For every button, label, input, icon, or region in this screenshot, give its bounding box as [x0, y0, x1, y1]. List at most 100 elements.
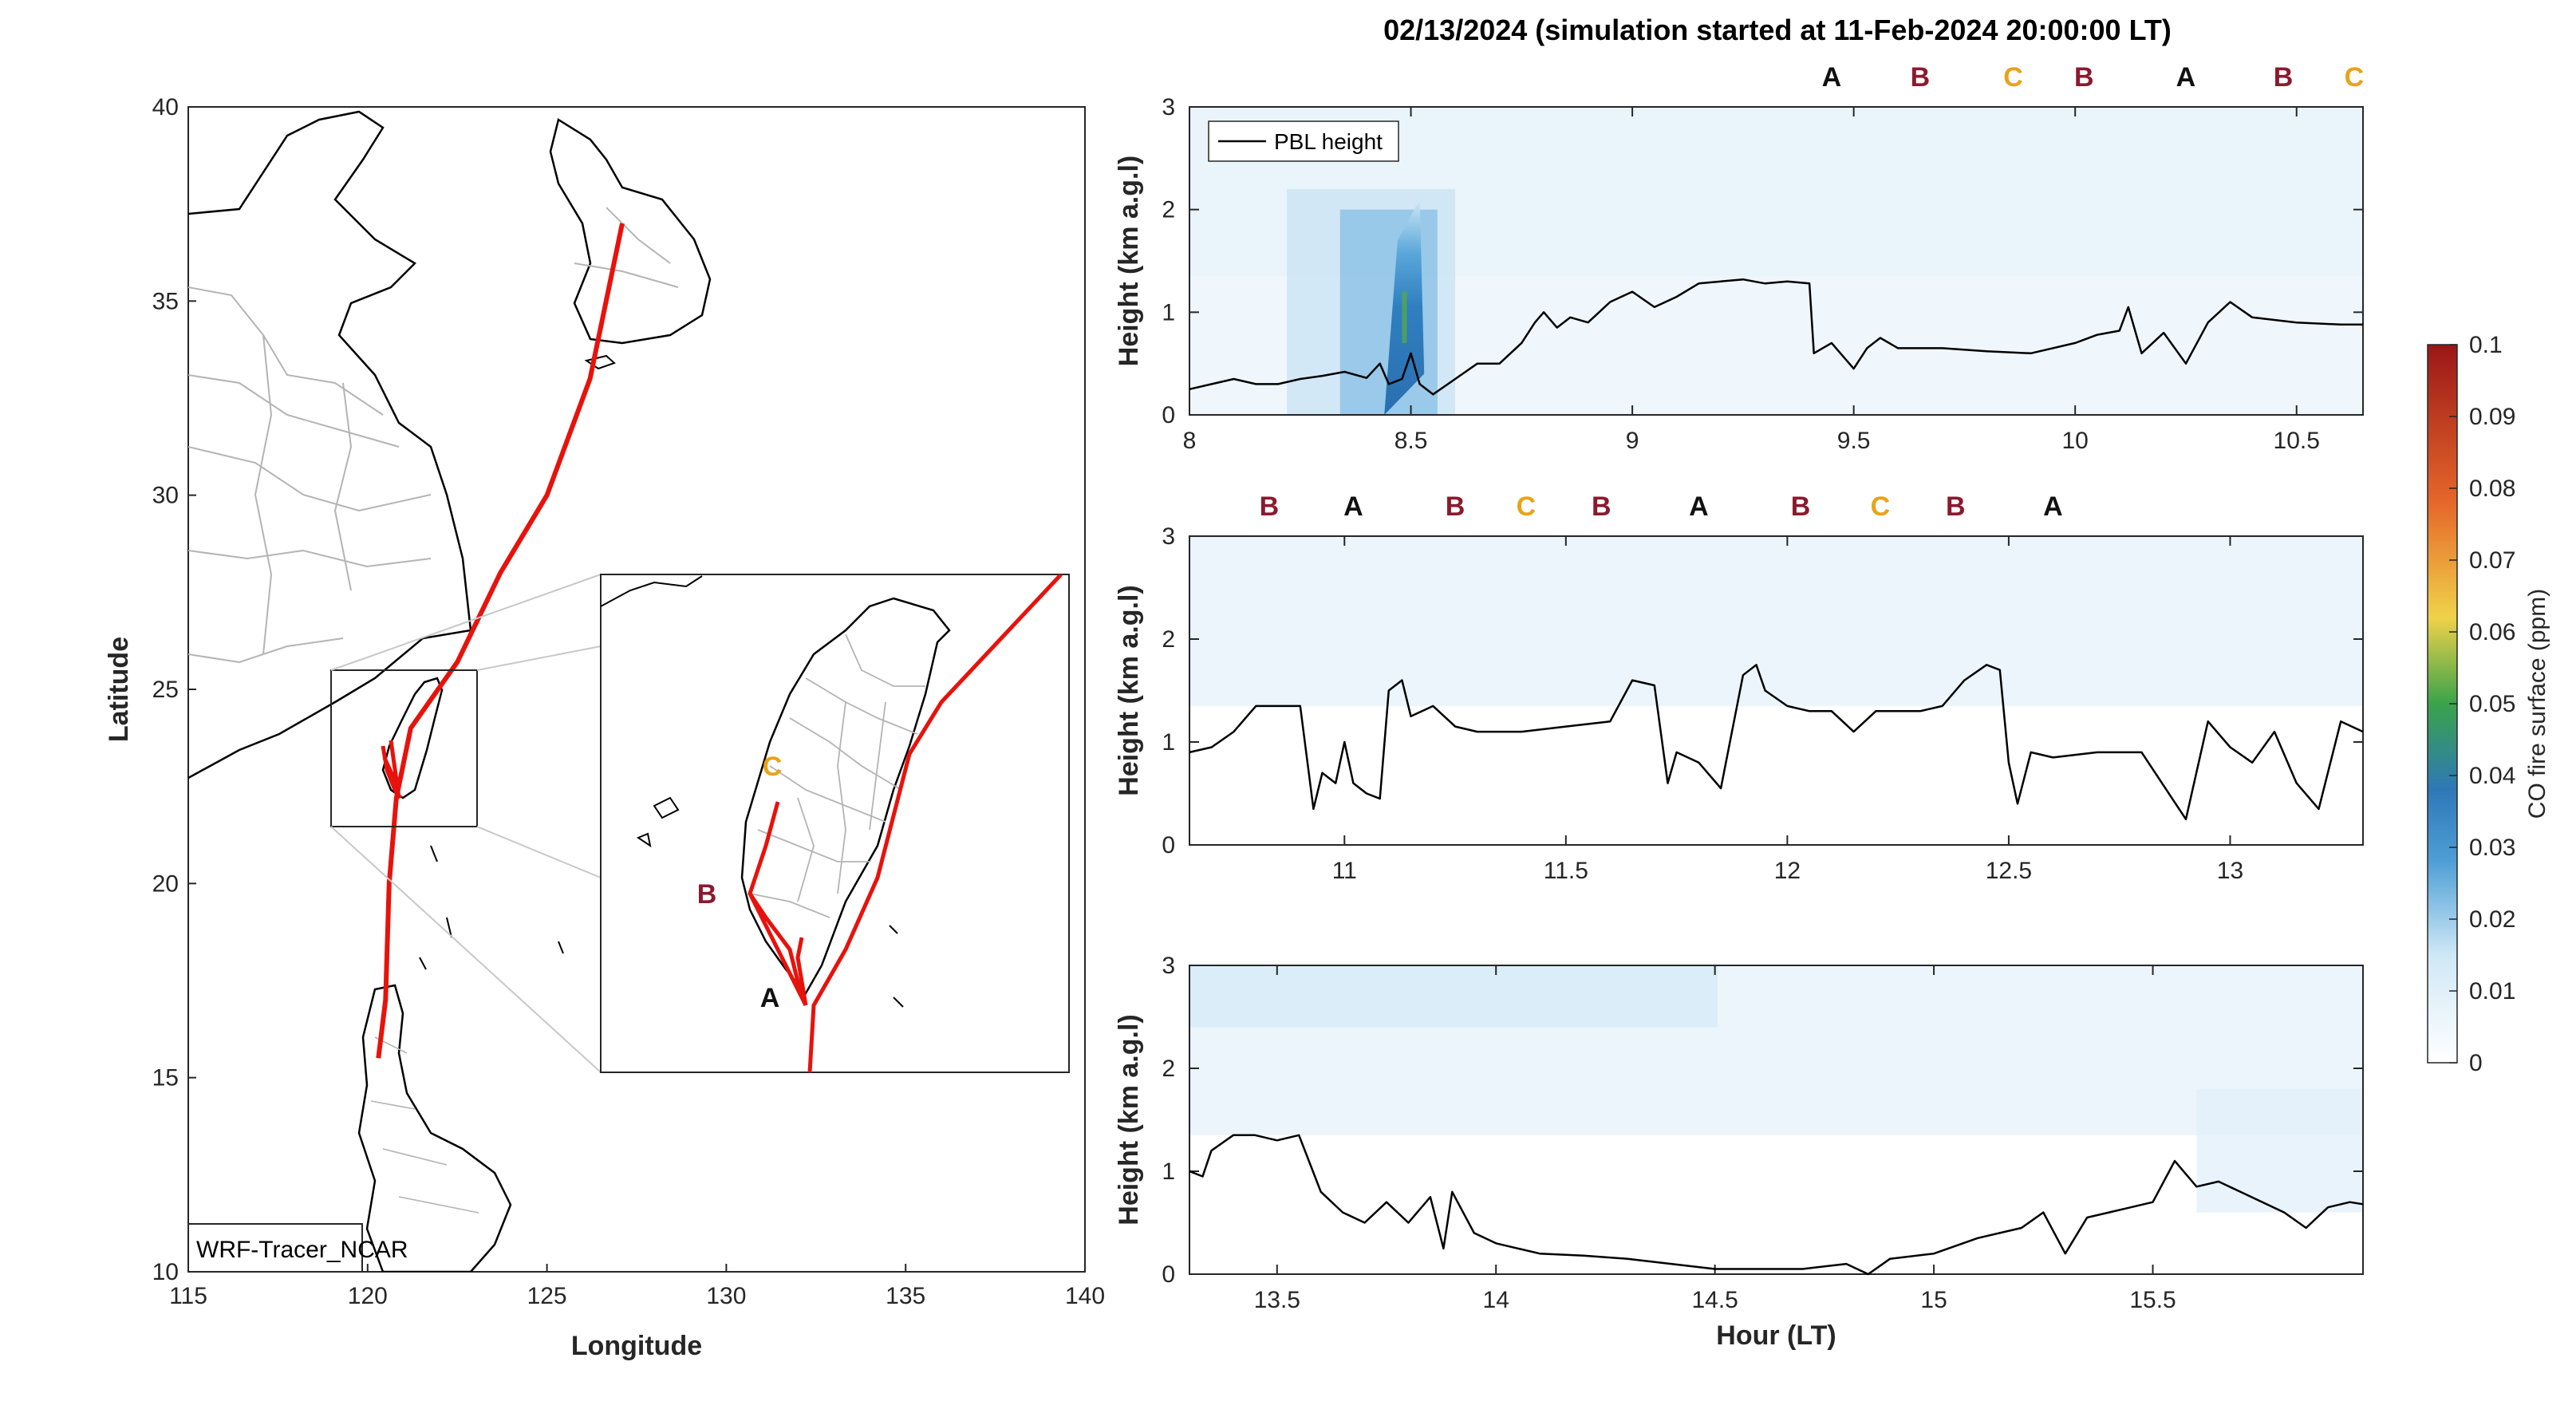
- co-field-right: [2196, 1088, 2363, 1213]
- inset-label-a: A: [760, 983, 780, 1013]
- model-label-box: [187, 1223, 363, 1273]
- panel-axes-box: [1189, 106, 2364, 416]
- panel-axes-box: [1189, 535, 2364, 846]
- x-tick-label: 14.5: [1691, 1287, 1738, 1313]
- luzon-coastline: [357, 984, 512, 1272]
- zoom-connector-bottom: [330, 826, 602, 1073]
- panel-top: 8 8.5 9 9.5 10 10.5 0 1 2 3 Height (km a.g.l) PBL h…: [1114, 62, 2364, 454]
- site-marker-b: B: [1446, 491, 1466, 522]
- zoom-connector-bottom-right: [476, 826, 602, 878]
- x-tick-label: 11: [1332, 858, 1357, 884]
- y-tick-label: 2: [1162, 626, 1175, 653]
- x-tick-label: 15.5: [2129, 1287, 2176, 1313]
- map-y-tick-label: 30: [152, 483, 179, 509]
- map-x-tick-label: 120: [348, 1283, 388, 1309]
- colorbar-tick-label: 0.08: [2469, 476, 2515, 502]
- y-tick-label: 1: [1162, 729, 1175, 756]
- x-tick-label: 9: [1626, 428, 1639, 454]
- site-marker-a: A: [1343, 491, 1363, 522]
- map-x-label: Longitude: [571, 1331, 702, 1361]
- pbl-height-line: [1189, 278, 2363, 396]
- colorbar-tick-label: 0.09: [2469, 404, 2515, 430]
- map-x-tick-label: 115: [169, 1283, 207, 1309]
- co-field-wash: [1189, 536, 2363, 706]
- inset-branch-lines: [748, 801, 808, 1007]
- colorbar-label: CO fire surface (ppm): [2524, 589, 2550, 819]
- zoom-connector-top-right: [476, 645, 602, 671]
- map-y-ticks: 10 15 20 25 30 35 40: [152, 94, 196, 1285]
- colorbar-tick-label: 0: [2469, 1050, 2483, 1076]
- inset-label-c: C: [763, 752, 783, 782]
- x-tick-label: 8.5: [1395, 428, 1428, 454]
- site-marker-a: A: [2176, 62, 2196, 93]
- x-tick-label: 9.5: [1837, 428, 1871, 454]
- colorbar-tick-label: 0.07: [2469, 547, 2515, 574]
- map-y-tick-label: 40: [152, 94, 179, 120]
- x-tick-label: 10.5: [2274, 428, 2320, 454]
- mainland-coastline: [188, 110, 472, 780]
- x-tick-label: 13: [2217, 858, 2243, 884]
- map-x-tick-label: 125: [527, 1283, 567, 1309]
- map-panel: C B A WRF-Tracer_NCAR 115 120 125 130 135 140…: [104, 94, 1105, 1361]
- x-tick-label: 14: [1483, 1287, 1509, 1313]
- map-taiwan-branches: [381, 740, 403, 799]
- figure-title: 02/13/2024 (simulation started at 11-Feb…: [1383, 14, 2172, 46]
- map-y-tick-label: 25: [152, 677, 179, 703]
- inset-trajectory-line: [807, 574, 1063, 1072]
- colorbar-tick-label: 0.01: [2469, 978, 2515, 1004]
- panel-bottom: 13.5 14 14.5 15 15.5 0 1 2 3 Height (km a.g.l) Hou…: [1114, 953, 2364, 1351]
- site-marker-c: C: [2345, 62, 2365, 93]
- colorbar-tick-label: 0.06: [2469, 619, 2515, 645]
- legend-label: PBL height: [1274, 129, 1383, 154]
- y-tick-label: 1: [1162, 1158, 1175, 1185]
- y-tick-label: 3: [1162, 523, 1175, 550]
- site-marker-b: B: [1946, 491, 1966, 522]
- y-tick-label: 3: [1162, 953, 1175, 979]
- islands: [419, 845, 564, 970]
- colorbar-tick-label: 0.1: [2469, 332, 2503, 358]
- colorbar: 0 0.01 0.02 0.03 0.04 0.05 0.06 0.07 0.08 0.09 0.1…: [2427, 332, 2550, 1076]
- site-marker-b: B: [1592, 491, 1611, 522]
- colorbar-ticks: 0 0.01 0.02 0.03 0.04 0.05 0.06 0.07 0.08 0.09 0.1: [2449, 332, 2515, 1076]
- x-tick-label: 10: [2062, 428, 2089, 454]
- y-tick-label: 0: [1162, 402, 1175, 428]
- co-field-upper-left: [1189, 965, 1718, 1028]
- map-x-ticks: 115 120 125 130 135 140: [169, 1264, 1105, 1309]
- inset-county-borders: [749, 633, 925, 918]
- pbl-height-line: [1189, 664, 2364, 821]
- colorbar-tick-label: 0.02: [2469, 906, 2515, 933]
- site-marker-a: A: [2043, 491, 2063, 522]
- site-marker-c: C: [2003, 62, 2023, 93]
- site-marker-c: C: [1517, 491, 1537, 522]
- taiwan-inset: C B A: [600, 574, 1070, 1073]
- map-x-tick-label: 135: [886, 1283, 925, 1309]
- korea-coastline: [549, 118, 712, 345]
- inset-label-b: B: [697, 879, 717, 910]
- zoom-connector-top: [330, 574, 602, 671]
- map-x-tick-label: 140: [1065, 1283, 1105, 1309]
- y-tick-label: 0: [1162, 832, 1175, 858]
- site-marker-b: B: [1911, 62, 1931, 93]
- y-tick-label: 0: [1162, 1261, 1175, 1288]
- map-y-label: Latitude: [104, 637, 134, 742]
- inset-small-islands: [636, 796, 904, 1008]
- x-axis-label: Hour (LT): [1716, 1320, 1836, 1351]
- y-tick-label: 2: [1162, 197, 1175, 223]
- model-label: WRF-Tracer_NCAR: [196, 1237, 408, 1263]
- x-tick-label: 11.5: [1544, 858, 1588, 884]
- y-axis-label: Height (km a.g.l): [1114, 156, 1144, 366]
- pbl-height-line: [1189, 1134, 2364, 1276]
- site-marker-b: B: [1791, 491, 1811, 522]
- y-axis-label: Height (km a.g.l): [1114, 585, 1144, 795]
- site-marker-b: B: [1260, 491, 1280, 522]
- luzon-borders: [370, 1036, 479, 1214]
- site-marker-b: B: [2274, 62, 2294, 93]
- site-marker-c: C: [1871, 491, 1891, 522]
- panel-axes-box: [1189, 965, 2364, 1275]
- inset-mainland-edge: [601, 575, 703, 607]
- map-y-tick-label: 35: [152, 288, 179, 314]
- co-plume-peak: [1402, 291, 1407, 343]
